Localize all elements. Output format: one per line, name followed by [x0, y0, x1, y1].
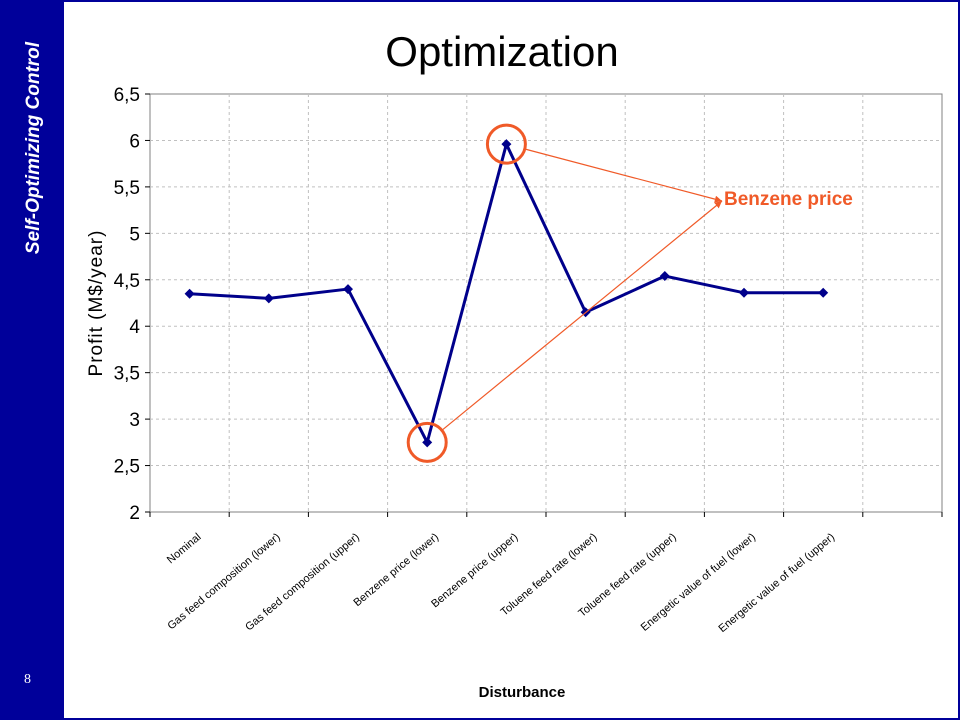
y-tick-label: 3: [129, 410, 140, 431]
y-axis-label: Profit (M$/year): [86, 230, 107, 377]
data-point: [263, 293, 274, 304]
x-tick-label: Benzene price (upper): [429, 531, 520, 610]
annotation-label: Benzene price: [724, 189, 853, 210]
y-tick-label: 2,5: [114, 457, 140, 478]
data-point: [818, 287, 829, 298]
data-point: [659, 271, 670, 282]
x-tick-label: Nominal: [165, 531, 204, 566]
chart-title: Optimization: [385, 28, 618, 75]
data-point: [501, 139, 512, 150]
data-point: [422, 437, 433, 448]
bottom-border: [64, 718, 960, 720]
annotation-group: [406, 123, 723, 463]
annotation-arrow: [524, 148, 723, 203]
y-tick-label: 6: [129, 131, 140, 152]
page-number: 8: [24, 672, 31, 687]
highlight-circle: [406, 421, 448, 463]
data-point: [184, 288, 195, 299]
x-axis-label: Disturbance: [479, 684, 566, 701]
data-point: [343, 284, 353, 295]
highlight-circle: [485, 123, 527, 165]
data-point: [739, 287, 749, 298]
y-tick-label: 2: [129, 503, 140, 524]
y-tick-label: 6,5: [114, 85, 140, 106]
y-tick-label: 5,5: [114, 178, 140, 199]
y-tick-label: 5: [129, 224, 140, 245]
y-tick-label: 4: [129, 317, 140, 338]
right-border: [958, 0, 960, 720]
sidebar: Self-Optimizing Control 8: [0, 0, 64, 720]
y-tick-label: 4,5: [114, 271, 140, 292]
grid-lines: [150, 94, 942, 512]
annotation-arrow: [441, 200, 723, 431]
y-tick-label: 3,5: [114, 364, 140, 385]
x-tick-label: Benzene price (lower): [351, 531, 441, 609]
y-axis-ticks: 2 2,5 3 3,5 4 4,5 5 5,5 6 6,5: [114, 85, 150, 524]
top-border: [64, 0, 960, 2]
